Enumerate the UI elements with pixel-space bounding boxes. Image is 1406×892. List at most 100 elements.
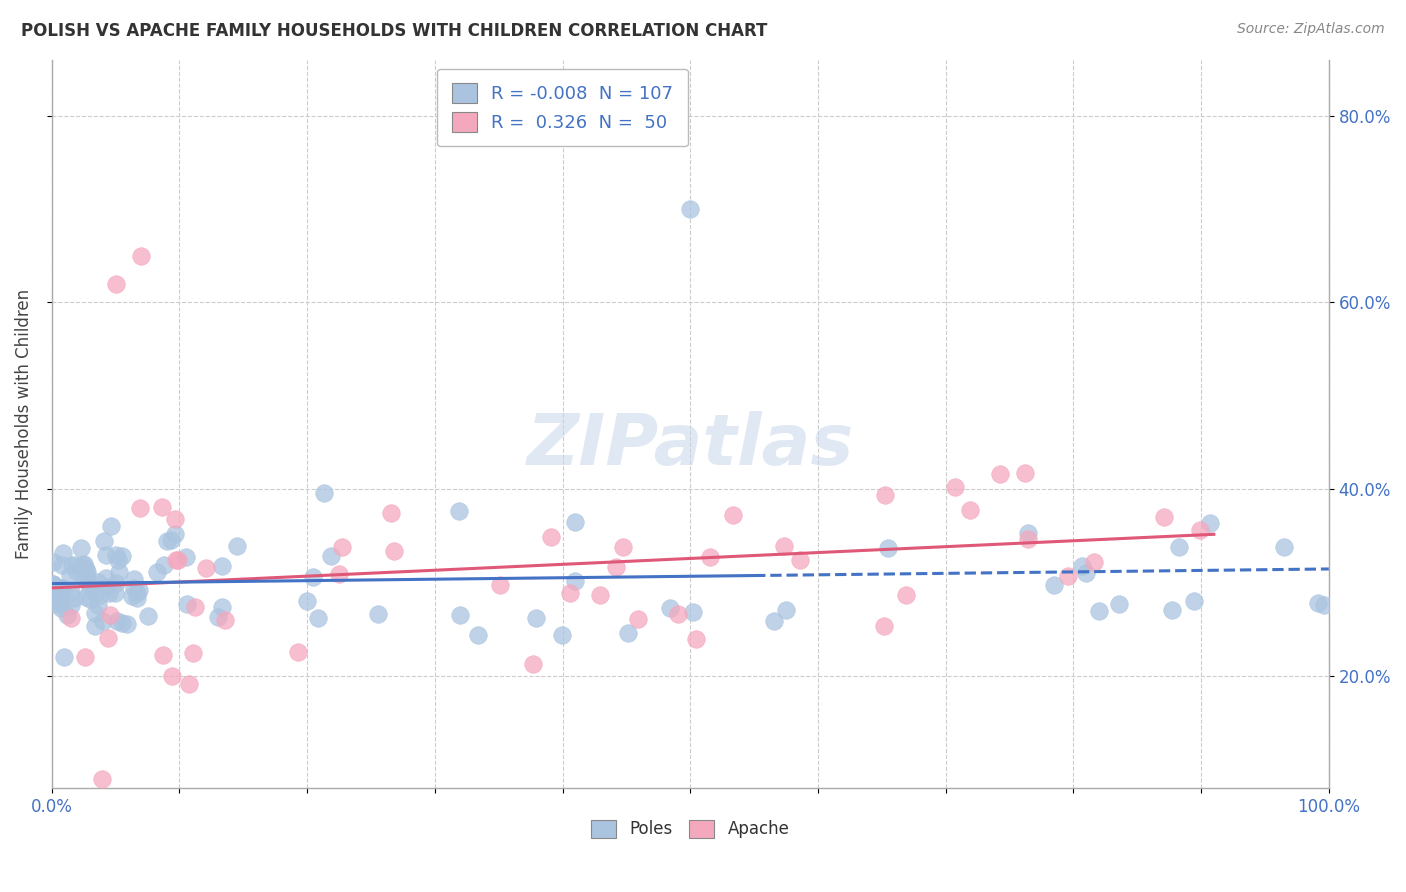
Point xyxy=(382,544,405,558)
Point xyxy=(540,530,562,544)
Point xyxy=(1083,555,1105,569)
Point xyxy=(330,541,353,555)
Point xyxy=(612,541,634,555)
Point xyxy=(184,599,207,614)
Point xyxy=(312,486,335,500)
Point xyxy=(44,579,66,593)
Point xyxy=(125,591,148,605)
Point xyxy=(449,608,471,623)
Point xyxy=(165,511,187,525)
Point xyxy=(627,612,650,626)
Point xyxy=(558,585,581,599)
Point xyxy=(668,607,690,622)
Point xyxy=(128,500,150,515)
Point xyxy=(1167,540,1189,554)
Point xyxy=(160,533,183,548)
Point xyxy=(181,647,204,661)
Point xyxy=(75,590,97,604)
Point xyxy=(49,601,72,615)
Point xyxy=(73,557,96,571)
Point xyxy=(84,584,107,599)
Point xyxy=(75,561,97,575)
Point xyxy=(51,581,73,595)
Point xyxy=(96,571,118,585)
Point xyxy=(789,553,811,567)
Point xyxy=(51,581,73,595)
Point xyxy=(1014,466,1036,480)
Point xyxy=(685,632,707,646)
Point xyxy=(70,541,93,556)
Point xyxy=(297,594,319,608)
Point xyxy=(59,568,82,582)
Point xyxy=(605,559,627,574)
Point xyxy=(89,588,111,602)
Point xyxy=(1087,604,1109,618)
Point xyxy=(959,502,981,516)
Point xyxy=(721,508,744,523)
Point xyxy=(111,549,134,563)
Point xyxy=(1272,540,1295,554)
Point xyxy=(51,558,73,572)
Point xyxy=(60,585,83,599)
Point xyxy=(146,565,169,579)
Point xyxy=(107,553,129,567)
Point xyxy=(129,249,152,263)
Point xyxy=(152,558,174,573)
Point xyxy=(214,614,236,628)
Point xyxy=(1161,603,1184,617)
Point xyxy=(76,569,98,583)
Point xyxy=(111,616,134,631)
Point xyxy=(63,591,86,606)
Point xyxy=(1017,532,1039,546)
Point xyxy=(52,546,75,560)
Point xyxy=(564,574,586,589)
Point xyxy=(873,488,896,502)
Point xyxy=(107,614,129,628)
Point xyxy=(107,565,129,579)
Point xyxy=(679,202,702,216)
Point xyxy=(160,669,183,683)
Point xyxy=(76,575,98,590)
Point xyxy=(76,565,98,579)
Point xyxy=(1153,509,1175,524)
Point xyxy=(94,548,117,562)
Point xyxy=(104,586,127,600)
Point xyxy=(873,619,896,633)
Point xyxy=(87,574,110,589)
Point xyxy=(98,608,121,623)
Point xyxy=(943,480,966,494)
Point xyxy=(988,467,1011,482)
Point xyxy=(589,588,612,602)
Point xyxy=(156,533,179,548)
Point xyxy=(100,519,122,533)
Point xyxy=(121,589,143,603)
Point xyxy=(83,618,105,632)
Point xyxy=(1198,516,1220,530)
Point xyxy=(122,582,145,596)
Point xyxy=(524,611,547,625)
Point xyxy=(207,610,229,624)
Point xyxy=(165,553,187,567)
Legend: Poles, Apache: Poles, Apache xyxy=(585,813,796,845)
Point xyxy=(682,605,704,619)
Point xyxy=(1182,594,1205,608)
Point xyxy=(93,534,115,549)
Point xyxy=(302,570,325,584)
Point xyxy=(194,561,217,575)
Point xyxy=(128,582,150,597)
Point xyxy=(772,539,794,553)
Point xyxy=(72,558,94,573)
Point xyxy=(46,598,69,612)
Point xyxy=(522,657,544,671)
Text: ZIPatlas: ZIPatlas xyxy=(527,411,853,480)
Point xyxy=(211,599,233,614)
Point xyxy=(176,597,198,611)
Point xyxy=(79,581,101,595)
Point xyxy=(211,559,233,574)
Point xyxy=(367,607,389,622)
Point xyxy=(91,614,114,628)
Point xyxy=(449,503,471,517)
Point xyxy=(104,277,127,291)
Point xyxy=(60,599,83,613)
Point xyxy=(79,591,101,606)
